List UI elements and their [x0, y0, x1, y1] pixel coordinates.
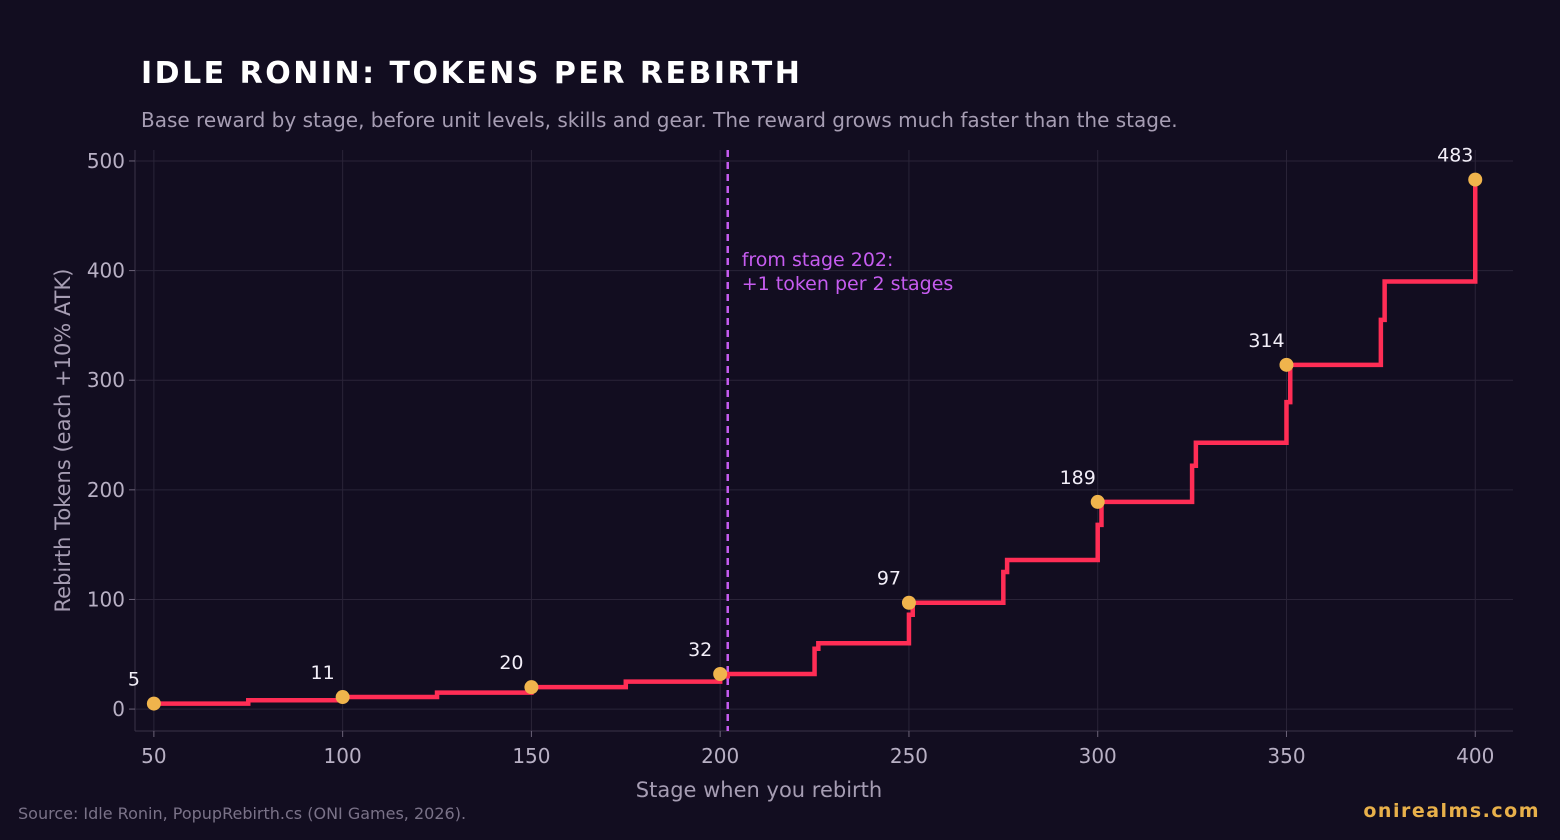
- x-tick-label: 200: [701, 744, 739, 768]
- data-label: 483: [1437, 145, 1473, 167]
- marker-group: [146, 172, 1483, 711]
- x-tick-label: 400: [1456, 744, 1494, 768]
- brand-logo-text: onirealms.com: [1363, 800, 1540, 822]
- x-tick-label: 100: [324, 744, 362, 768]
- y-tick-label: 400: [87, 259, 125, 283]
- y-axis-label: Rebirth Tokens (each +10% ATK): [51, 269, 75, 613]
- reference-annotation: from stage 202: +1 token per 2 stages: [742, 249, 954, 295]
- data-label: 97: [877, 568, 901, 590]
- data-label: 5: [128, 669, 140, 691]
- page-subtitle: Base reward by stage, before unit levels…: [141, 108, 1178, 132]
- label-group: 5 11 20 32 97 189 314 483: [128, 145, 1474, 691]
- data-point: [901, 595, 916, 610]
- y-tick-label: 0: [112, 697, 125, 721]
- axes: 50 100 150 200 250 300 350 400 0 100 200 300 400 500 S…: [51, 149, 1513, 802]
- x-tick-label: 250: [890, 744, 928, 768]
- x-tick-label: 350: [1267, 744, 1305, 768]
- y-tick-label: 200: [87, 478, 125, 502]
- data-label: 20: [499, 652, 523, 674]
- x-tick-label: 150: [512, 744, 550, 768]
- reference-line-group: from stage 202: +1 token per 2 stages: [726, 150, 954, 731]
- y-tick-label: 300: [87, 368, 125, 392]
- data-point: [1468, 172, 1483, 187]
- y-tick-label: 500: [87, 149, 125, 173]
- data-point: [146, 696, 161, 711]
- data-point: [335, 690, 350, 705]
- data-point: [1279, 357, 1294, 372]
- page-title: IDLE RONIN: TOKENS PER REBIRTH: [141, 56, 803, 91]
- data-point: [713, 666, 728, 681]
- reference-annotation-line: +1 token per 2 stages: [742, 273, 954, 295]
- data-point: [524, 680, 539, 695]
- data-label: 189: [1060, 467, 1096, 489]
- reference-annotation-line: from stage 202:: [742, 249, 894, 271]
- y-tick-label: 100: [87, 587, 125, 611]
- data-label: 11: [311, 662, 335, 684]
- source-note: Source: Idle Ronin, PopupRebirth.cs (ONI…: [18, 804, 467, 823]
- x-axis-label: Stage when you rebirth: [636, 778, 882, 802]
- data-point: [1090, 494, 1105, 509]
- data-label: 314: [1248, 330, 1284, 352]
- data-label: 32: [688, 639, 712, 661]
- x-tick-label: 50: [141, 744, 166, 768]
- x-tick-label: 300: [1079, 744, 1117, 768]
